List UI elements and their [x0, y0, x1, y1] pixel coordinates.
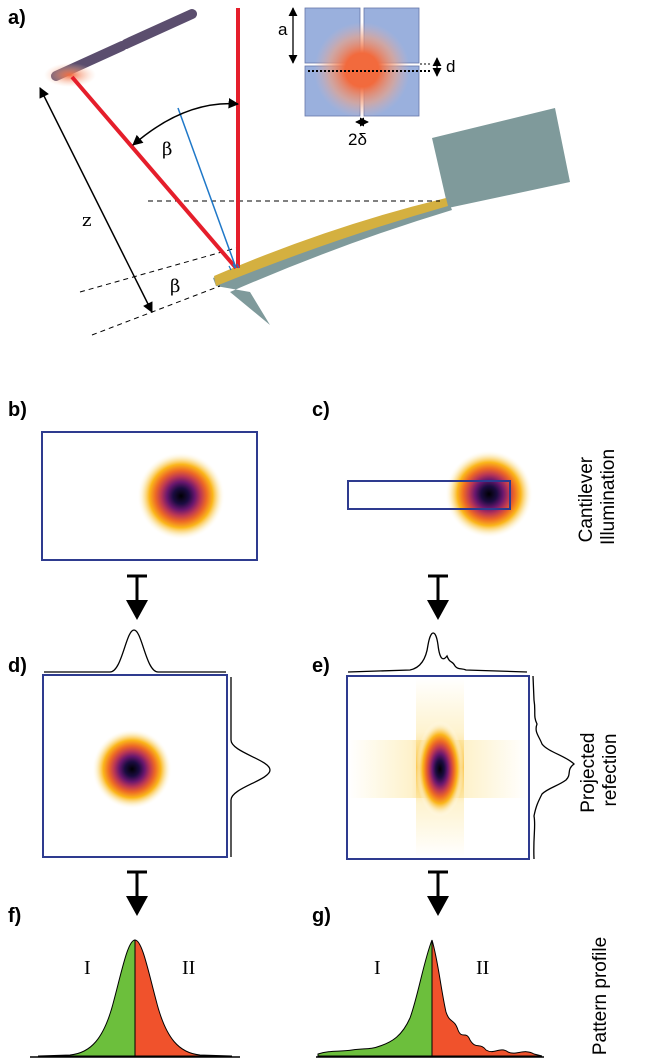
- profile-top-d: [44, 629, 226, 673]
- panel-label-a: a): [8, 7, 26, 29]
- beta-arc: β β: [132, 98, 240, 297]
- reflection-spot-e: [416, 721, 464, 817]
- beta-label-top: β: [162, 139, 172, 160]
- panel-a: a) β β: [8, 7, 570, 336]
- flow-arrows-2: [126, 870, 449, 916]
- quadrant-detector-inset: a d 2δ: [278, 7, 455, 149]
- inset-label-a: a: [278, 20, 288, 39]
- profile-top-e: [347, 632, 528, 673]
- region-label-g-right: II: [476, 957, 489, 979]
- cantilever: [213, 108, 570, 325]
- gold-coating: [214, 198, 448, 286]
- illumination-spot: [137, 452, 225, 540]
- inset-label-d: d: [446, 57, 455, 76]
- flow-arrows-1: [126, 574, 449, 620]
- panel-g: g) I II Pattern profile: [312, 905, 611, 1058]
- panel-label-c: c): [312, 399, 330, 421]
- side-label-projected: Projected refection: [578, 727, 621, 813]
- surface-normal: [177, 107, 237, 269]
- z-label: z: [82, 210, 91, 231]
- panel-label-e: e): [312, 655, 330, 677]
- panel-e: e) Projected refection: [312, 632, 621, 860]
- z-distance: z: [39, 87, 153, 313]
- panel-b: b): [8, 399, 258, 561]
- panel-label-d: d): [8, 655, 27, 677]
- profile-region-II-f: [134, 939, 233, 1057]
- profile-region-I-f: [37, 939, 136, 1057]
- region-label-f-left: I: [84, 957, 91, 979]
- panel-f: f) I II: [8, 905, 240, 1058]
- side-label-cantilever: Cantilever Illumination: [576, 449, 619, 545]
- panel-d: d): [8, 629, 271, 858]
- profile-region-I-g: [317, 939, 433, 1057]
- region-label-g-left: I: [374, 957, 381, 979]
- cantilever-frame-narrow: [347, 480, 511, 510]
- laser-beams: [70, 8, 240, 271]
- panel-c: c) Cantilever Illumination: [312, 399, 619, 545]
- illumination-spot: [445, 450, 533, 538]
- panel-label-f: f): [8, 905, 21, 927]
- inset-label-2delta: 2δ: [348, 130, 367, 149]
- side-label-pattern: Pattern profile: [590, 937, 611, 1055]
- profile-side-d: [230, 677, 271, 857]
- fiber-rod: [44, 9, 197, 87]
- panel-label-b: b): [8, 399, 27, 421]
- reflection-spot-d: [92, 729, 172, 809]
- region-label-f-right: II: [182, 957, 195, 979]
- panel-label-g: g): [312, 905, 331, 927]
- beta-label-bottom: β: [170, 276, 180, 297]
- profile-side-e: [532, 675, 575, 860]
- profile-region-II-g: [431, 939, 543, 1057]
